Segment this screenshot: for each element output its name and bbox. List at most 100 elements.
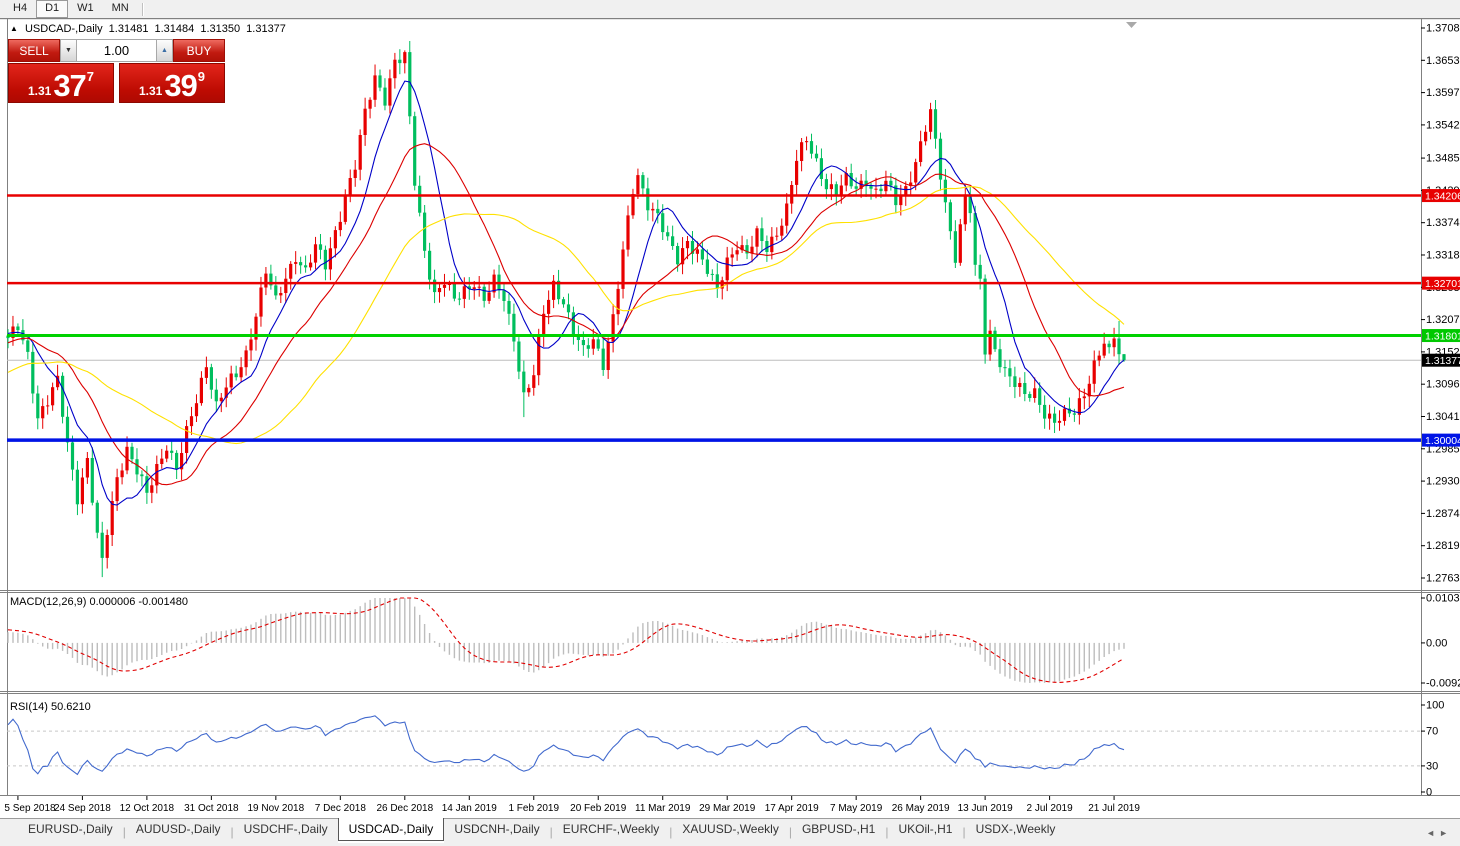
macd-histogram-bar [934, 629, 937, 643]
macd-histogram-bar [483, 642, 485, 664]
date-label: 21 Jul 2019 [1088, 803, 1140, 814]
candle-body [899, 194, 903, 206]
candle-body [31, 351, 35, 394]
candle-body [333, 230, 337, 249]
price-badge-label: 1.31801 [1425, 330, 1460, 342]
macd-histogram-bar [1048, 642, 1051, 683]
chart-tab-eurchf-weekly[interactable]: EURCHF-,Weekly [562, 822, 660, 836]
chart-tab-usdchf-daily[interactable]: USDCHF-,Daily [243, 822, 328, 836]
macd-histogram-bar [929, 630, 932, 643]
macd-histogram-bar [12, 632, 14, 643]
candle-body [442, 284, 447, 288]
rsi-axis-label: 100 [1426, 700, 1444, 712]
sell-button[interactable]: SELL [8, 39, 60, 62]
macd-histogram-bar [344, 612, 346, 643]
macd-histogram-bar [508, 642, 510, 662]
macd-histogram-bar [875, 634, 877, 643]
volume-increase-button[interactable]: ▲ [156, 39, 173, 62]
axis-tick-label: 1.28745 [1426, 508, 1460, 520]
candle-body [234, 373, 238, 378]
chart-tab-usdcad-daily[interactable]: USDCAD-,Daily [337, 818, 445, 841]
macd-histogram-bar [47, 642, 49, 649]
candle-body [601, 348, 605, 370]
tab-separator: | [230, 824, 234, 839]
macd-histogram-bar [1123, 642, 1125, 649]
candle-body [130, 446, 134, 460]
chart-tab-xauusd-weekly[interactable]: XAUUSD-,Weekly [682, 822, 779, 836]
macd-histogram-bar [448, 642, 451, 655]
macd-histogram-bar [667, 623, 669, 643]
chart-tab-eurusd-daily[interactable]: EURUSD-,Daily [28, 822, 113, 836]
candle-body [854, 186, 858, 189]
macd-histogram-bar [1043, 642, 1046, 683]
macd-histogram-bar [577, 642, 580, 655]
macd-histogram-bar [711, 638, 713, 643]
tab-scroll-arrows[interactable]: ◄► [1426, 827, 1452, 838]
buy-button[interactable]: BUY [173, 39, 225, 62]
macd-histogram-bar [205, 633, 208, 643]
ohlc-high: 1.31484 [154, 23, 195, 35]
candle-body [378, 75, 382, 88]
candle-body [963, 194, 967, 225]
candle-body [65, 416, 70, 443]
price-badge-label: 1.30004 [1425, 435, 1460, 447]
candles-layer[interactable] [6, 41, 1126, 578]
collapse-arrow-icon[interactable]: ▲ [10, 24, 18, 33]
chart-tab-usdcnh-daily[interactable]: USDCNH-,Daily [454, 822, 540, 836]
macd-histogram-bar [627, 638, 629, 643]
candle-body [849, 173, 853, 187]
macd-histogram-bar [657, 621, 659, 643]
macd-histogram-bar [379, 598, 381, 643]
tab-separator: | [669, 824, 673, 839]
candle-body [1077, 398, 1081, 415]
macd-histogram-bar [676, 628, 679, 643]
chart-tab-audusd-daily[interactable]: AUDUSD-,Daily [135, 822, 221, 836]
price-chart-canvas[interactable]: 1.37085 1.36530 1.35975 1.35420 1.34850 1.342… [0, 18, 1460, 818]
timeframe-w1[interactable]: W1 [77, 2, 94, 14]
candle-body [1122, 354, 1126, 361]
axis-tick-label: 1.32075 [1426, 314, 1460, 326]
macd-histogram-bar [488, 642, 490, 663]
timeframe-d1[interactable]: D1 [36, 0, 69, 18]
volume-input[interactable]: 1.00 [77, 39, 156, 62]
chart-tab-usdx-weekly[interactable]: USDX-,Weekly [975, 822, 1056, 836]
macd-histogram-bar [771, 638, 773, 643]
volume-decrease-button[interactable]: ▼ [60, 39, 77, 62]
axis-tick-label: 1.33185 [1426, 249, 1460, 261]
axis-tick-label: 1.28190 [1426, 540, 1460, 552]
candle-body [978, 264, 982, 279]
chart-tab-ukoil-h1[interactable]: UKOil-,H1 [898, 822, 953, 836]
chart-tab-gbpusd-h1[interactable]: GBPUSD-,H1 [801, 822, 876, 836]
candle-body [948, 202, 952, 232]
buy-price-box[interactable]: 1.31 39 9 [119, 63, 225, 103]
candle-body [1018, 383, 1022, 387]
macd-histogram-bar [215, 631, 217, 643]
macd-histogram-bar [617, 642, 619, 650]
candle-body [611, 314, 615, 342]
macd-histogram-bar [146, 642, 148, 660]
date-label: 5 Sep 2018 [4, 803, 56, 814]
macd-histogram-bar [61, 642, 64, 651]
candle-body [646, 188, 650, 211]
sell-price-box[interactable]: 1.31 37 7 [8, 63, 114, 103]
candle-body [750, 246, 754, 254]
candle-body [953, 231, 957, 263]
macd-histogram-bar [166, 642, 168, 653]
candle-body [309, 262, 313, 268]
candle-body [552, 280, 556, 300]
macd-histogram-bar [56, 642, 59, 649]
macd-histogram-bar [979, 642, 981, 655]
candle-body [16, 326, 20, 331]
candle-body [229, 373, 233, 388]
candle-body [115, 477, 119, 502]
ohlc-close: 1.31377 [246, 23, 286, 35]
rsi-indicator: RSI(14) 50.6210 100 70 30 0 [7, 700, 1444, 799]
horizontal-lines-layer[interactable] [7, 194, 1421, 442]
macd-histogram-bar [136, 642, 138, 662]
sell-price-big: 37 [53, 67, 86, 103]
candle-body [834, 184, 838, 195]
timeframe-h4[interactable]: H4 [13, 2, 28, 14]
candle-body [790, 185, 794, 204]
timeframe-mn[interactable]: MN [111, 2, 129, 14]
